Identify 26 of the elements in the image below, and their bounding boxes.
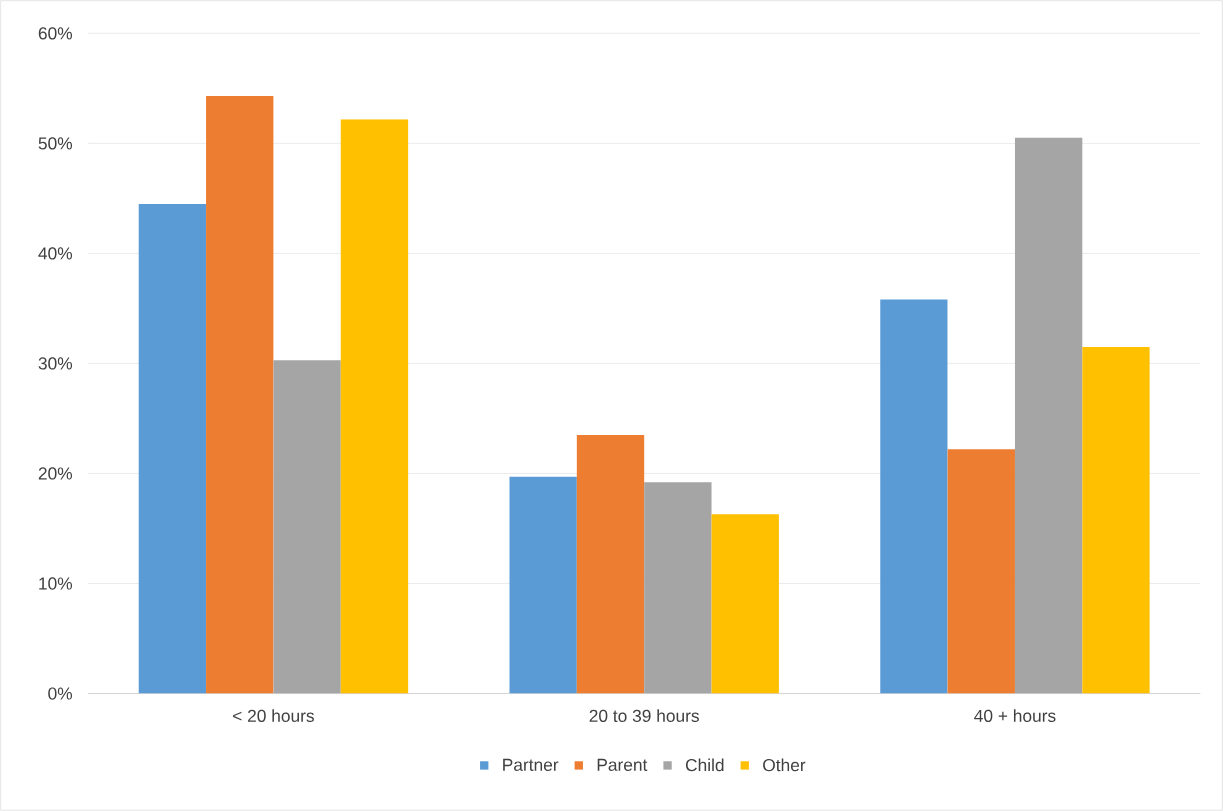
- y-tick-label: 60%: [38, 27, 73, 40]
- legend-label: Child: [685, 758, 724, 772]
- bar: [1082, 346, 1150, 694]
- bar: [576, 435, 645, 694]
- bar: [273, 360, 341, 694]
- y-tick-label: 30%: [38, 357, 73, 370]
- legend-label: Parent: [597, 758, 648, 771]
- legend-label: Partner: [503, 758, 559, 771]
- bar: [880, 299, 948, 694]
- y-tick-label: 10%: [39, 577, 73, 590]
- y-tick-label: 20%: [38, 467, 73, 480]
- bar: [711, 514, 779, 694]
- y-tick-label: 0%: [48, 687, 73, 700]
- bar: [1014, 137, 1083, 694]
- bar: [206, 96, 274, 694]
- x-tick-label: < 20 hours: [233, 709, 314, 723]
- bar: [340, 119, 409, 694]
- bar: [138, 203, 207, 694]
- legend-label: Other: [763, 758, 806, 772]
- bar: [947, 449, 1015, 694]
- x-tick-label: 40 + hours: [974, 709, 1056, 723]
- y-tick-label: 50%: [38, 137, 73, 150]
- y-tick-label: 40%: [38, 247, 73, 260]
- bar: [509, 476, 577, 694]
- x-tick-label: 20 to 39 hours: [589, 709, 699, 723]
- bar: [644, 482, 712, 694]
